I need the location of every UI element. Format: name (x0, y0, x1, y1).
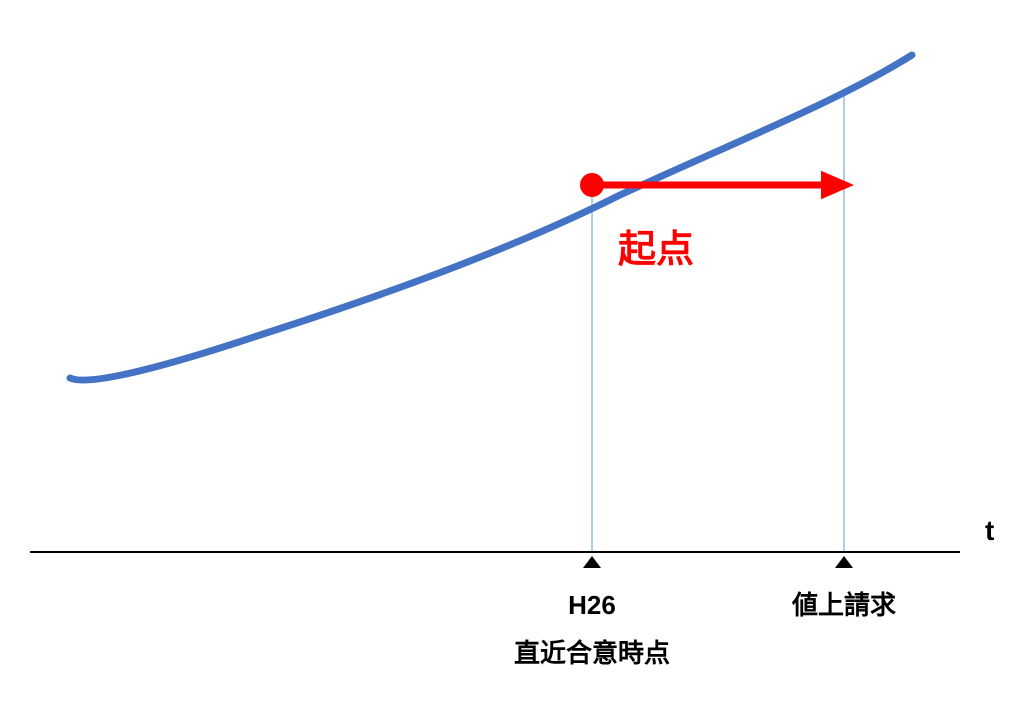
origin-annotation: 起点 (618, 229, 694, 271)
tick-label-neage: 値上請求 (791, 590, 896, 620)
origin-point-marker (580, 173, 604, 197)
x-axis-label: t (985, 515, 994, 546)
tick-label-h26: H26 (568, 590, 616, 620)
tick-sublabel-h26: 直近合意時点 (514, 638, 670, 668)
